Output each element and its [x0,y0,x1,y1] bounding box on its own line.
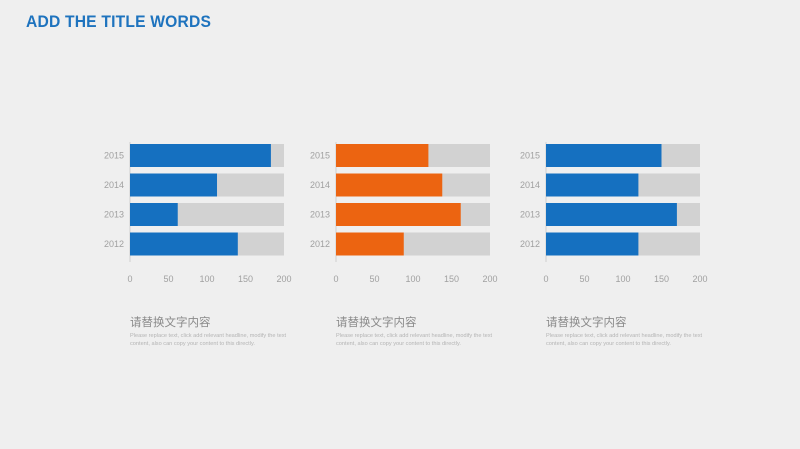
x-tick-label-50: 50 [163,274,173,284]
bar-2015 [130,144,271,167]
category-label-2015: 2015 [310,151,330,161]
category-label-2013: 2013 [310,210,330,220]
bar-2013 [130,203,178,226]
bar-chart-1: 2015 2014 2013 2012 0 50 100 150 200 请替换文字内容 Ple… [100,130,340,370]
x-tick-label-0: 0 [333,274,338,284]
category-label-2014: 2014 [520,180,540,190]
x-tick-label-200: 200 [276,274,291,284]
bar-chart-2: 2015 2014 2013 2012 0 50 100 150 200 请替换文字内容 Ple… [306,130,546,370]
x-tick-label-0: 0 [127,274,132,284]
category-label-2013: 2013 [520,210,540,220]
chart-3-caption-title: 请替换文字内容 [546,315,627,329]
bar-chart-3: 2015 2014 2013 2012 0 50 100 150 200 请替换文字内容 Ple… [516,130,756,370]
bar-2012 [546,232,639,256]
slide-title: ADD THE TITLE WORDS [26,12,212,31]
x-tick-label-100: 100 [199,274,214,284]
bar-2014 [130,173,218,197]
category-label-2012: 2012 [310,239,330,249]
category-label-2012: 2012 [104,239,124,249]
x-tick-label-100: 100 [405,274,420,284]
x-tick-label-50: 50 [579,274,589,284]
bar-2013 [336,203,461,226]
x-tick-label-150: 150 [654,274,669,284]
x-tick-label-50: 50 [369,274,379,284]
x-tick-label-100: 100 [615,274,630,284]
bar-2015 [546,144,662,167]
category-label-2014: 2014 [310,180,330,190]
category-label-2015: 2015 [104,151,124,161]
chart-1-caption-title: 请替换文字内容 [130,315,211,329]
x-tick-label-0: 0 [543,274,548,284]
category-label-2015: 2015 [520,151,540,161]
category-label-2013: 2013 [104,210,124,220]
bar-2012 [336,232,404,256]
chart-3-caption-body: Please replace text, click add relevant … [546,333,703,347]
bar-2014 [546,173,639,197]
bar-2015 [336,144,429,167]
category-label-2012: 2012 [520,239,540,249]
bar-chart-2-plot: 2015 2014 2013 2012 0 50 100 150 200 [310,142,498,284]
bar-2012 [130,232,238,256]
chart-2-caption-title: 请替换文字内容 [336,315,417,329]
bar-chart-1-plot: 2015 2014 2013 2012 0 50 100 150 200 [104,142,292,284]
chart-2-caption-body: Please replace text, click add relevant … [336,333,493,347]
bar-2013 [546,203,677,226]
x-tick-label-150: 150 [444,274,459,284]
category-label-2014: 2014 [104,180,124,190]
x-tick-label-200: 200 [482,274,497,284]
x-tick-label-150: 150 [238,274,253,284]
x-tick-label-200: 200 [692,274,707,284]
bar-2014 [336,173,443,197]
bar-chart-3-plot: 2015 2014 2013 2012 0 50 100 150 200 [520,142,708,284]
chart-1-caption-body: Please replace text, click add relevant … [130,333,287,347]
